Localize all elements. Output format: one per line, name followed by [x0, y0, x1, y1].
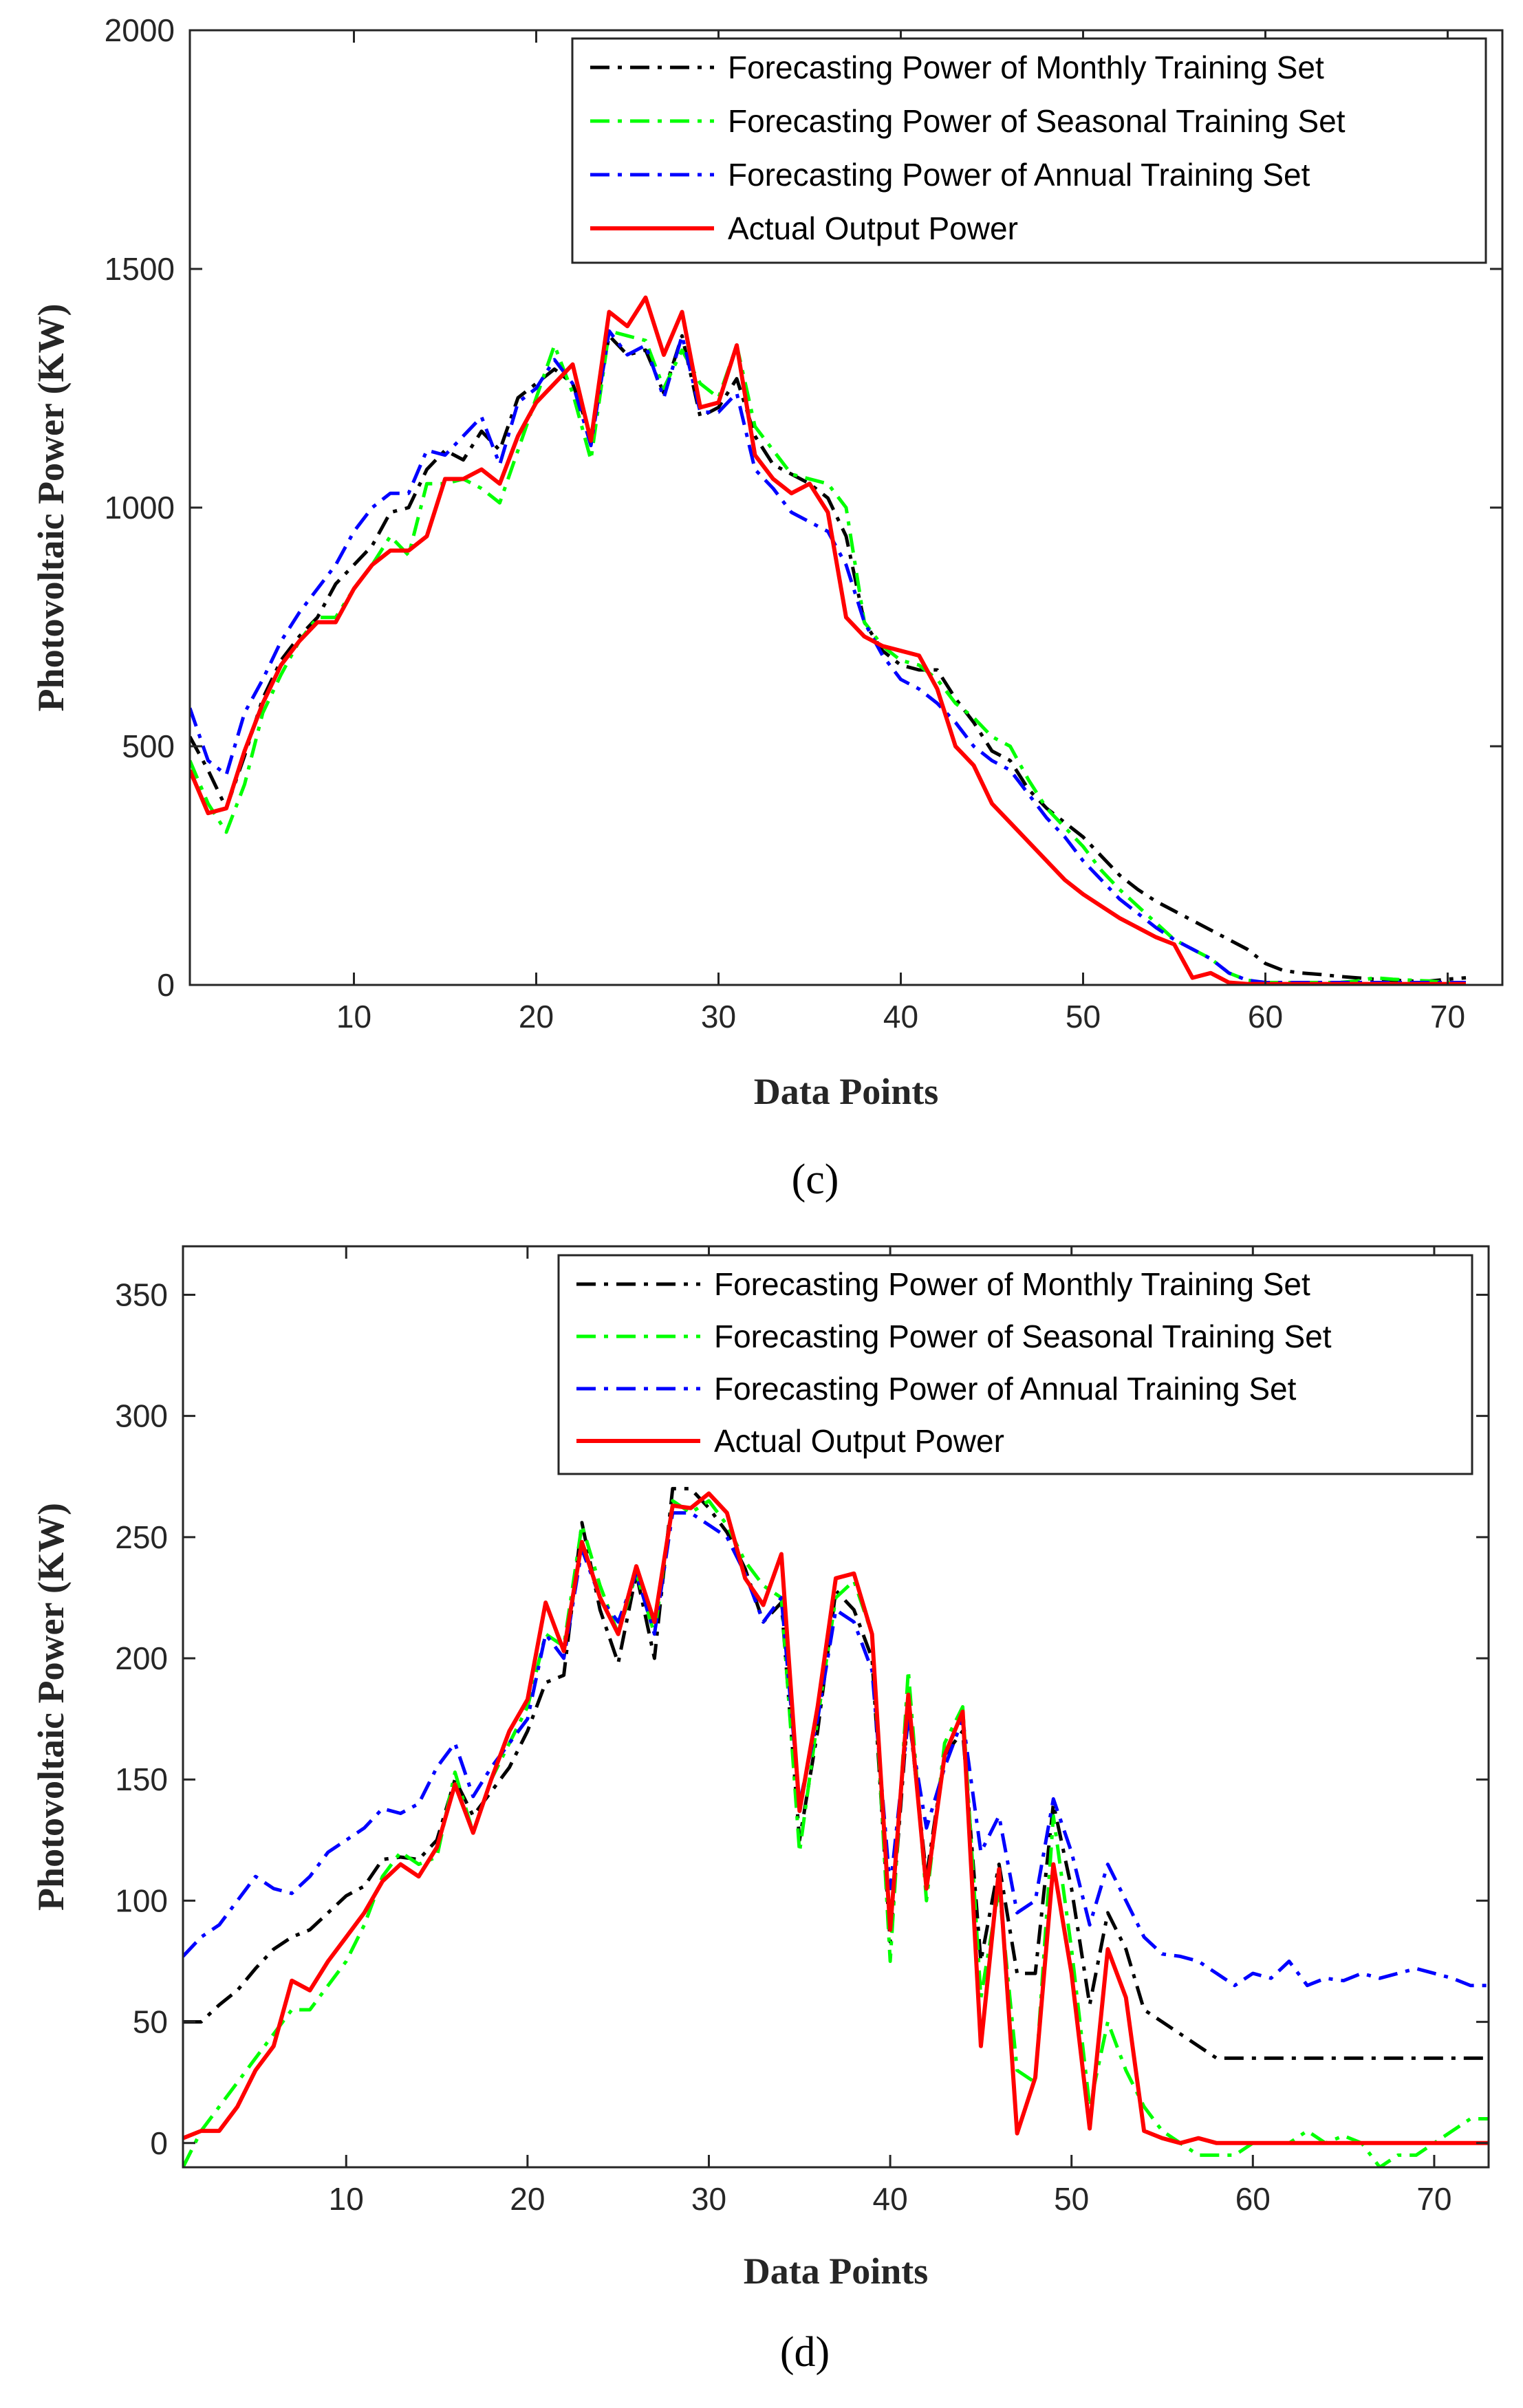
x-axis-title: Data Points	[744, 2250, 929, 2292]
y-tick-label: 150	[115, 1761, 168, 1797]
y-tick-label: 1000	[105, 490, 175, 525]
legend-box	[557, 1254, 1473, 1475]
panel-label: (c)	[792, 1156, 839, 1203]
y-tick-label: 50	[133, 2004, 168, 2040]
y-tick-label: 2000	[105, 12, 175, 48]
series-line-actual	[190, 295, 1466, 985]
y-tick-label: 0	[150, 2125, 168, 2161]
x-tick-label: 10	[336, 999, 371, 1034]
y-tick-label: 350	[115, 1277, 168, 1312]
x-tick-label: 10	[329, 2181, 364, 2217]
series-line-annual	[190, 329, 1466, 984]
x-tick-label: 30	[691, 2181, 726, 2217]
x-tick-label: 70	[1416, 2181, 1451, 2217]
x-tick-label: 40	[872, 2181, 907, 2217]
y-tick-label: 250	[115, 1519, 168, 1555]
x-tick-label: 20	[519, 999, 554, 1034]
panel-label: (d)	[780, 2329, 830, 2376]
x-tick-label: 40	[883, 999, 918, 1034]
y-tick-label: 500	[122, 728, 175, 764]
x-tick-label: 20	[510, 2181, 545, 2217]
x-tick-label: 60	[1248, 999, 1283, 1034]
legend-label-seasonal: Forecasting Power of Seasonal Training S…	[714, 1319, 1332, 1354]
series-line-monthly	[183, 1486, 1489, 2060]
x-tick-label: 30	[701, 999, 736, 1034]
y-tick-label: 100	[115, 1883, 168, 1918]
series-line-actual	[183, 1491, 1489, 2145]
chart-panel: 10 20 30 40 50 60 70 0 50 100 150 200 250 300 350 Data …	[30, 1245, 1490, 2376]
y-axis-title: Photovoltaic Power (KW)	[30, 304, 72, 712]
legend-label-seasonal: Forecasting Power of Seasonal Training S…	[728, 103, 1346, 139]
y-tick-label: 1500	[105, 251, 175, 287]
series-line-seasonal	[190, 329, 1466, 984]
chart-panel: 10 20 30 40 50 60 70 0 500 1000 1500 2000 Data Point…	[30, 12, 1504, 1203]
legend-box	[571, 37, 1487, 264]
y-axis-title: Photovoltaic Power (KW)	[30, 1503, 72, 1911]
x-tick-label: 50	[1066, 999, 1101, 1034]
x-tick-label: 70	[1430, 999, 1465, 1034]
legend-label-monthly: Forecasting Power of Monthly Training Se…	[728, 50, 1324, 85]
x-tick-label: 60	[1235, 2181, 1271, 2217]
series-line-monthly	[190, 334, 1467, 983]
legend-label-actual: Actual Output Power	[728, 210, 1018, 246]
series-line-seasonal	[183, 1499, 1489, 2167]
legend-label-annual: Forecasting Power of Annual Training Set	[714, 1371, 1297, 1407]
y-tick-label: 0	[157, 967, 175, 1003]
x-axis-title: Data Points	[754, 1071, 939, 1112]
plot-frame	[182, 1245, 1490, 2169]
series-line-annual	[183, 1511, 1489, 1988]
y-tick-label: 200	[115, 1640, 168, 1676]
legend-label-actual: Actual Output Power	[714, 1423, 1004, 1459]
legend-label-annual: Forecasting Power of Annual Training Set	[728, 157, 1310, 193]
legend-label-monthly: Forecasting Power of Monthly Training Se…	[714, 1266, 1310, 1302]
y-tick-label: 300	[115, 1398, 168, 1434]
x-tick-label: 50	[1054, 2181, 1089, 2217]
